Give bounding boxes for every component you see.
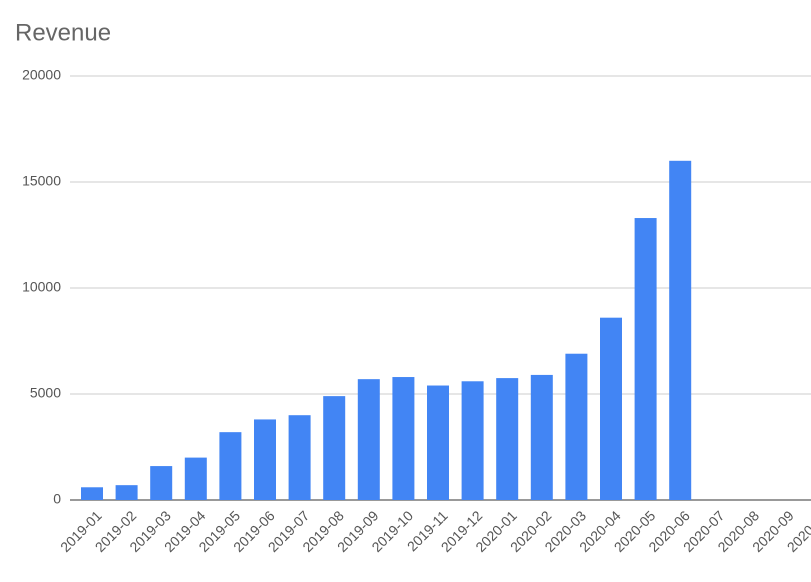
bar <box>565 353 588 500</box>
bar <box>392 377 415 500</box>
bar <box>288 415 311 500</box>
bar <box>115 485 138 500</box>
bar <box>184 457 207 500</box>
bar <box>323 396 346 500</box>
bar <box>496 378 519 500</box>
y-tick-label: 20000 <box>22 67 61 83</box>
bar <box>81 487 103 500</box>
y-tick-label: 10000 <box>22 279 61 295</box>
y-tick-label: 5000 <box>30 385 61 401</box>
bar <box>427 385 449 500</box>
bar <box>600 317 622 500</box>
bar <box>669 160 692 501</box>
bar <box>530 374 553 500</box>
bar <box>150 466 173 500</box>
bar <box>634 218 657 501</box>
bar <box>357 379 380 500</box>
bar <box>219 432 242 500</box>
y-tick-label: 0 <box>53 491 61 507</box>
bar <box>254 419 276 500</box>
bar <box>461 381 484 500</box>
chart-title: Revenue <box>15 19 111 46</box>
y-tick-label: 15000 <box>22 173 61 189</box>
